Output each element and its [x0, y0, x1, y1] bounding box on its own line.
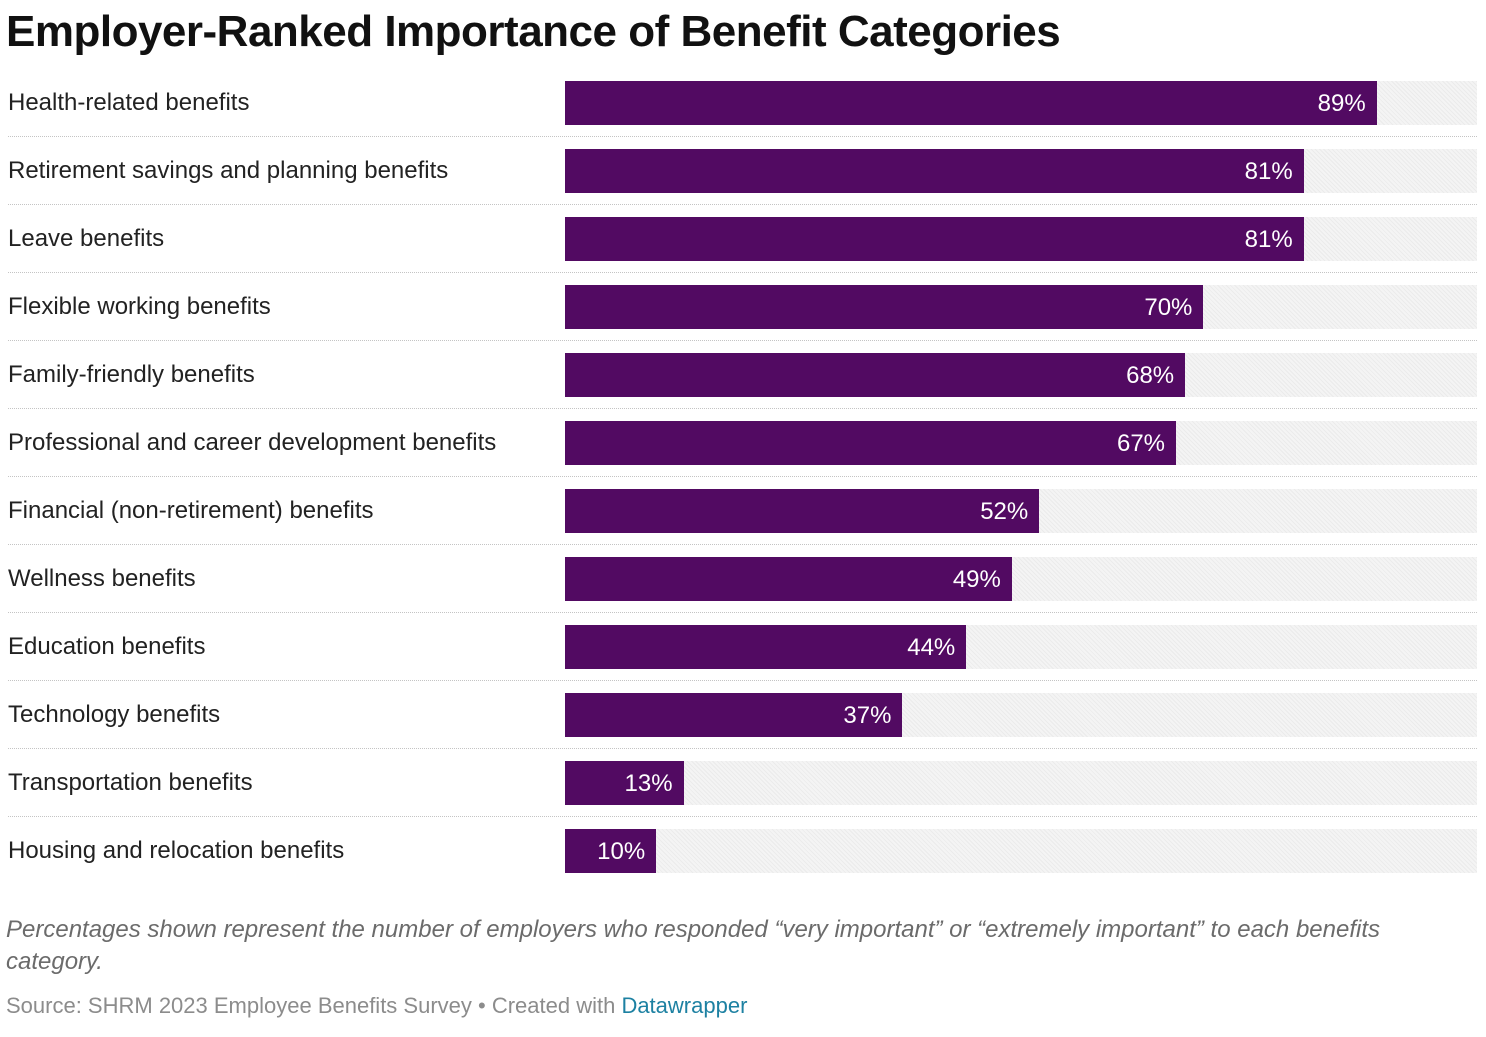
row-separator — [8, 272, 1477, 273]
category-label: Housing and relocation benefits — [8, 837, 345, 864]
bar-track: 68% — [565, 353, 1477, 397]
row-separator — [8, 204, 1477, 205]
bar-track: 67% — [565, 421, 1477, 465]
chart-title: Employer-Ranked Importance of Benefit Ca… — [6, 7, 1061, 56]
bar-track: 44% — [565, 625, 1477, 669]
category-label: Wellness benefits — [8, 565, 196, 592]
category-label: Financial (non-retirement) benefits — [8, 497, 374, 524]
bar-track: 70% — [565, 285, 1477, 329]
bar-row: Technology benefits 37% — [0, 693, 1486, 761]
bar: 13% — [565, 761, 684, 805]
bar-row: Retirement savings and planning benefits… — [0, 149, 1486, 217]
datawrapper-link[interactable]: Datawrapper — [621, 993, 748, 1018]
bar: 89% — [565, 81, 1377, 125]
bar: 67% — [565, 421, 1177, 465]
bar-value-label: 49% — [952, 566, 1001, 593]
bar-row: Education benefits 44% — [0, 625, 1486, 693]
bar-row: Family-friendly benefits 68% — [0, 353, 1486, 421]
row-separator — [8, 748, 1477, 749]
bar-row: Flexible working benefits 70% — [0, 285, 1486, 353]
bar-row: Housing and relocation benefits 10% — [0, 829, 1486, 897]
source-text: Source: SHRM 2023 Employee Benefits Surv… — [6, 993, 622, 1018]
bar-row: Leave benefits 81% — [0, 217, 1486, 285]
bar-value-label: 89% — [1317, 90, 1366, 117]
category-label: Professional and career development bene… — [8, 429, 497, 456]
row-separator — [8, 680, 1477, 681]
source-line: Source: SHRM 2023 Employee Benefits Surv… — [6, 991, 747, 1021]
bar: 68% — [565, 353, 1186, 397]
bar: 81% — [565, 149, 1304, 193]
bar-track: 52% — [565, 489, 1477, 533]
bar-value-label: 68% — [1126, 362, 1175, 389]
bar: 81% — [565, 217, 1304, 261]
bar-row: Health-related benefits 89% — [0, 81, 1486, 149]
category-label: Family-friendly benefits — [8, 361, 255, 388]
category-label: Transportation benefits — [8, 769, 253, 796]
bar-track: 81% — [565, 217, 1477, 261]
bar: 70% — [565, 285, 1204, 329]
row-separator — [8, 340, 1477, 341]
category-label: Leave benefits — [8, 225, 165, 252]
category-label: Technology benefits — [8, 701, 221, 728]
bar-track: 13% — [565, 761, 1477, 805]
bar-row: Financial (non-retirement) benefits 52% — [0, 489, 1486, 557]
bar-value-label: 81% — [1244, 226, 1293, 253]
bar-value-label: 67% — [1116, 430, 1166, 457]
category-label: Retirement savings and planning benefits — [8, 157, 449, 184]
bar: 10% — [565, 829, 657, 873]
bar-track: 10% — [565, 829, 1477, 873]
bar: 49% — [565, 557, 1012, 601]
row-separator — [8, 544, 1477, 545]
bar-row: Professional and career development bene… — [0, 421, 1486, 489]
row-separator — [8, 476, 1477, 477]
bar-value-label: 10% — [597, 838, 646, 865]
bar: 44% — [565, 625, 967, 669]
row-separator — [8, 136, 1477, 137]
bar-value-label: 13% — [624, 770, 673, 797]
bar-value-label: 44% — [907, 634, 956, 661]
bar-value-label: 52% — [980, 498, 1029, 525]
bar-track: 37% — [565, 693, 1477, 737]
row-separator — [8, 816, 1477, 817]
category-label: Flexible working benefits — [8, 293, 271, 320]
bar-row: Transportation benefits 13% — [0, 761, 1486, 829]
bar-track: 49% — [565, 557, 1477, 601]
bar-track: 89% — [565, 81, 1477, 125]
row-separator — [8, 408, 1477, 409]
bar-value-label: 37% — [843, 702, 892, 729]
bar: 37% — [565, 693, 903, 737]
category-label: Education benefits — [8, 633, 206, 660]
bar-value-label: 70% — [1144, 294, 1193, 321]
bar-value-label: 81% — [1244, 158, 1293, 185]
category-label: Health-related benefits — [8, 89, 250, 116]
row-separator — [8, 612, 1477, 613]
chart-notes: Percentages shown represent the number o… — [6, 916, 1380, 975]
bar-row: Wellness benefits 49% — [0, 557, 1486, 625]
bar: 52% — [565, 489, 1040, 533]
bar-track: 81% — [565, 149, 1477, 193]
